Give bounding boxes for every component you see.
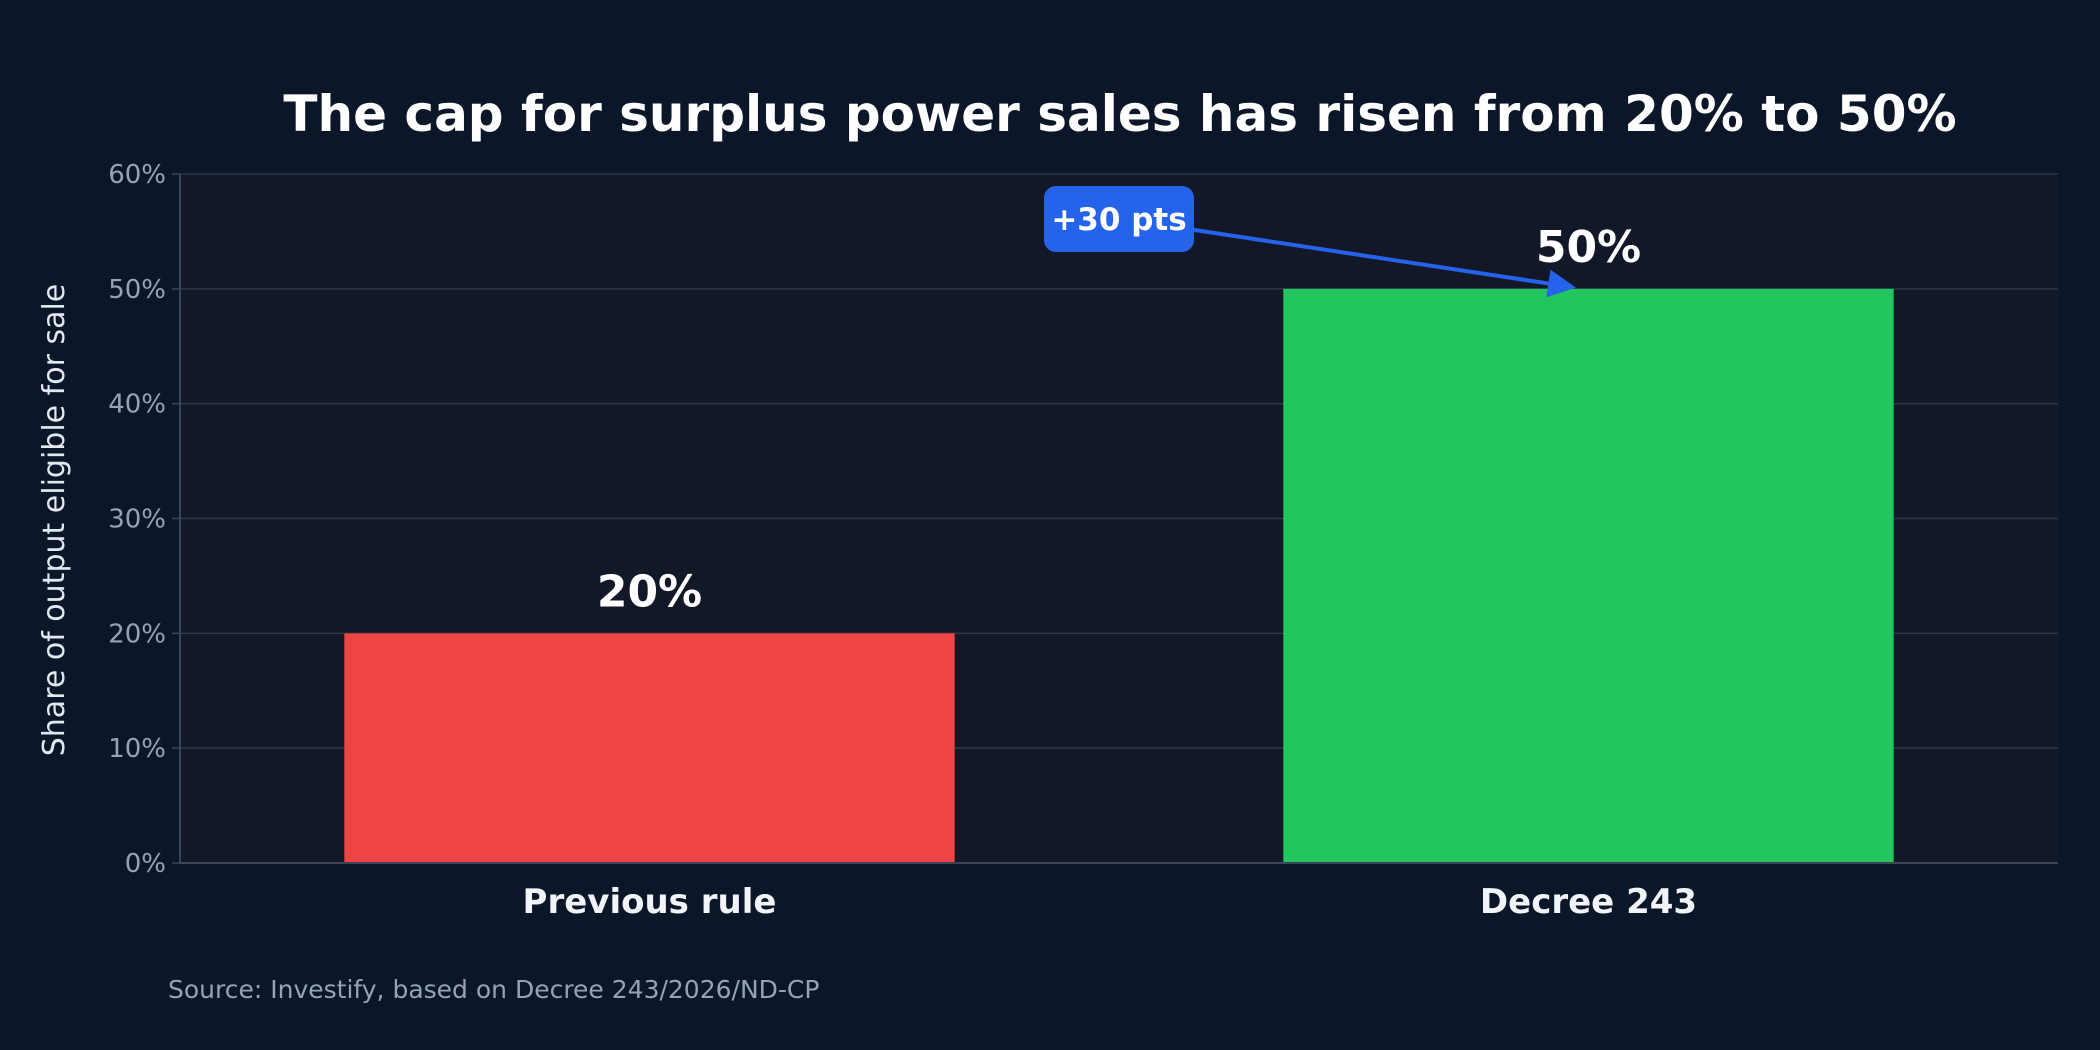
axes: 0% 10% 20% 30% 40% 50% 60% — [108, 160, 2058, 879]
annotation-arrow — [1187, 227, 1577, 298]
annotation: +30 pts — [1044, 186, 1577, 298]
bar — [344, 633, 955, 863]
y-tick-label: 10% — [108, 734, 166, 764]
x-category-label: Previous rule — [523, 882, 777, 922]
source-note: Source: Investify, based on Decree 243/2… — [168, 975, 819, 1004]
labels: 20% Previous rule 50% Decree 243 — [523, 222, 1698, 922]
y-axis-label: Share of output eligible for sale — [37, 284, 72, 757]
y-tick-label: 20% — [108, 619, 166, 649]
bars — [344, 288, 1894, 863]
y-tick-label: 30% — [108, 505, 166, 535]
bar-value-label: 50% — [1536, 222, 1641, 273]
y-tick-label: 40% — [108, 390, 166, 420]
y-tick-label: 60% — [108, 160, 166, 190]
annotation-box — [1044, 186, 1194, 252]
x-category-label: Decree 243 — [1480, 882, 1697, 922]
annotation-label: +30 pts — [1051, 202, 1186, 238]
chart-title: The cap for surplus power sales has rise… — [283, 85, 1956, 143]
bar-value-label: 20% — [597, 566, 702, 617]
y-tick-label: 0% — [125, 849, 166, 879]
bar — [1283, 288, 1894, 863]
y-tick-label: 50% — [108, 275, 166, 305]
